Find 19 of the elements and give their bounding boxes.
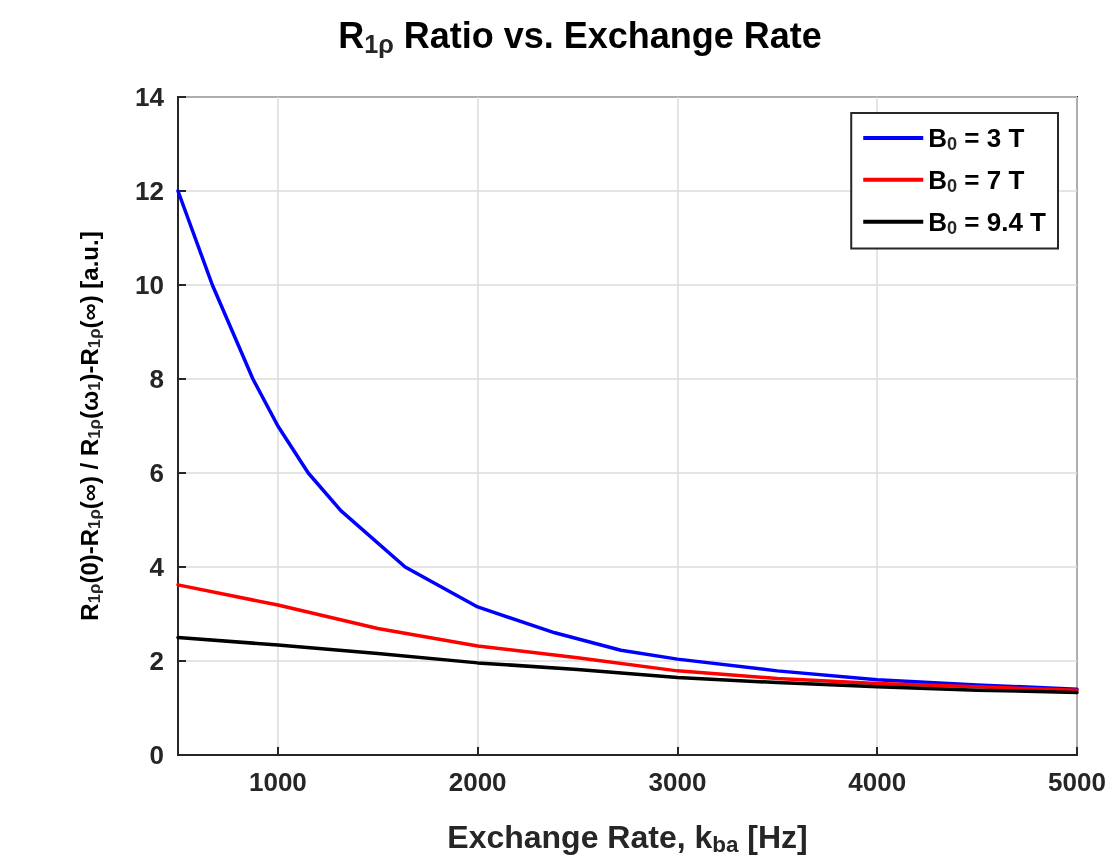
x-tick-label: 5000: [1048, 767, 1106, 797]
y-tick-label: 12: [135, 176, 164, 206]
x-tick-label: 2000: [448, 767, 507, 797]
y-tick-label: 4: [149, 552, 165, 582]
line-series: [176, 635, 1079, 695]
legend-label: B0 = 9.4 T: [928, 206, 1047, 238]
y-tick-label: 6: [149, 458, 164, 488]
legend-label: B0 = 3 T: [928, 123, 1025, 154]
y-tick-label: 10: [135, 270, 164, 300]
line-series: [176, 583, 1079, 692]
x-tick-label: 1000: [248, 767, 307, 797]
x-tick-label: 3000: [648, 767, 707, 797]
y-tick-label: 14: [135, 82, 165, 112]
y-tick-label: 0: [149, 740, 164, 770]
y-tick-label: 8: [149, 364, 164, 394]
text: R1ρ(0)-R1ρ(∞) / R1ρ(ω1)-R1ρ(∞) [a.u.]: [75, 231, 104, 621]
legend-label: B0 = 7 T: [928, 164, 1025, 196]
x-tick-label: 4000: [848, 767, 907, 797]
y-tick-label: 2: [149, 646, 164, 676]
